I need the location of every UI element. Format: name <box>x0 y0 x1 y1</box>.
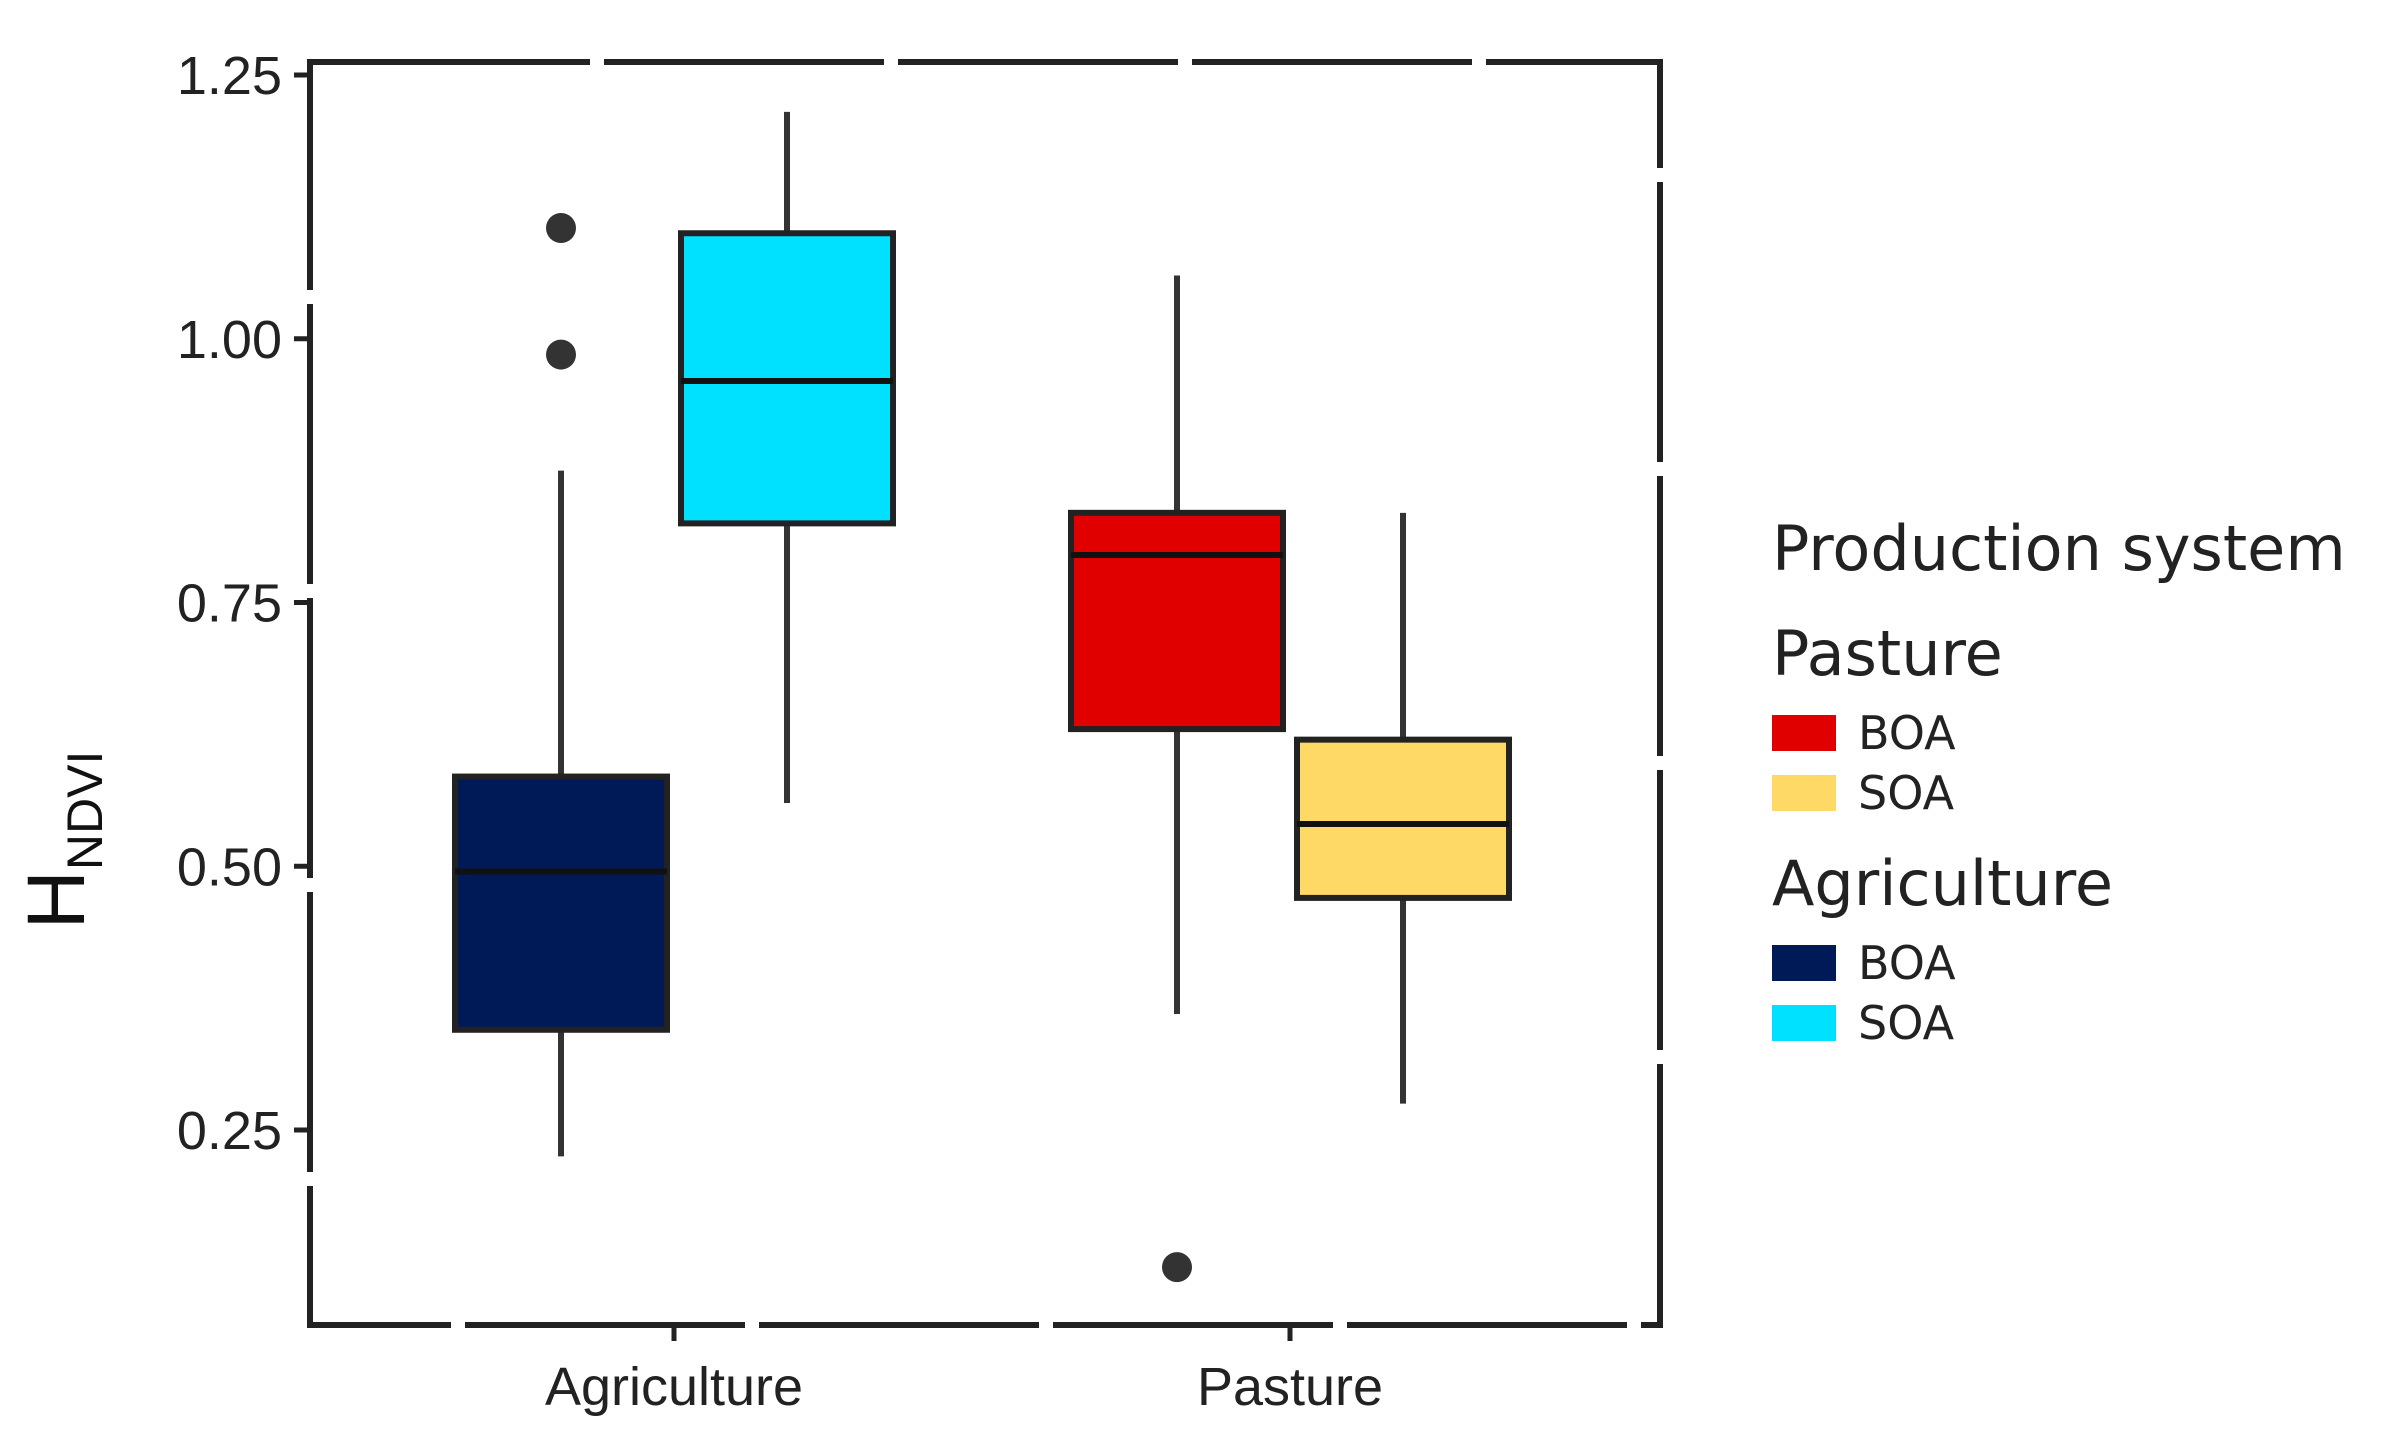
y-tick-label: 1.25 <box>177 46 282 106</box>
y-axis-title-subscript: NDVI <box>57 751 113 870</box>
legend-swatch <box>1772 775 1836 811</box>
box-body <box>1068 509 1286 733</box>
legend-entry-label: BOA <box>1858 936 1956 990</box>
plot-panel-border <box>307 59 1663 1328</box>
y-axis-title: HNDVI <box>11 751 113 930</box>
box-body <box>1294 736 1512 901</box>
box-pasture-soa <box>1294 512 1512 1104</box>
box-series <box>452 111 1512 1283</box>
legend-entry-label: BOA <box>1858 706 1956 760</box>
y-axis-title-main: H <box>11 870 102 929</box>
legend: Production system Pasture BOA SOA Agricultur… <box>1772 512 2346 1050</box>
legend-group-title: Pasture <box>1772 617 2003 690</box>
panel-border <box>307 59 1663 1328</box>
y-tick-label: 1.00 <box>177 310 282 370</box>
y-tick-label: 0.50 <box>177 837 282 897</box>
legend-title: Production system <box>1772 512 2346 585</box>
outlier-point <box>546 212 576 243</box>
legend-swatch <box>1772 945 1836 981</box>
y-tick-label: 0.25 <box>177 1101 282 1161</box>
x-axis: Agriculture Pasture <box>545 1325 1383 1417</box>
x-tick-label: Agriculture <box>545 1357 803 1417</box>
outlier-point <box>1162 1252 1192 1283</box>
legend-swatch <box>1772 715 1836 751</box>
x-tick-label: Pasture <box>1197 1357 1383 1417</box>
y-axis: 0.25 0.50 0.75 1.00 1.25 <box>177 46 310 1161</box>
box-agriculture-soa <box>678 111 896 803</box>
box-pasture-boa <box>1068 275 1286 1283</box>
box-agriculture-boa <box>452 212 670 1157</box>
box-body <box>452 773 670 1033</box>
legend-entry-label: SOA <box>1858 996 1955 1050</box>
legend-entry-label: SOA <box>1858 766 1955 820</box>
outlier-point <box>546 339 576 370</box>
y-tick-label: 0.75 <box>177 574 282 634</box>
legend-group-title: Agriculture <box>1772 847 2113 920</box>
legend-swatch <box>1772 1005 1836 1041</box>
